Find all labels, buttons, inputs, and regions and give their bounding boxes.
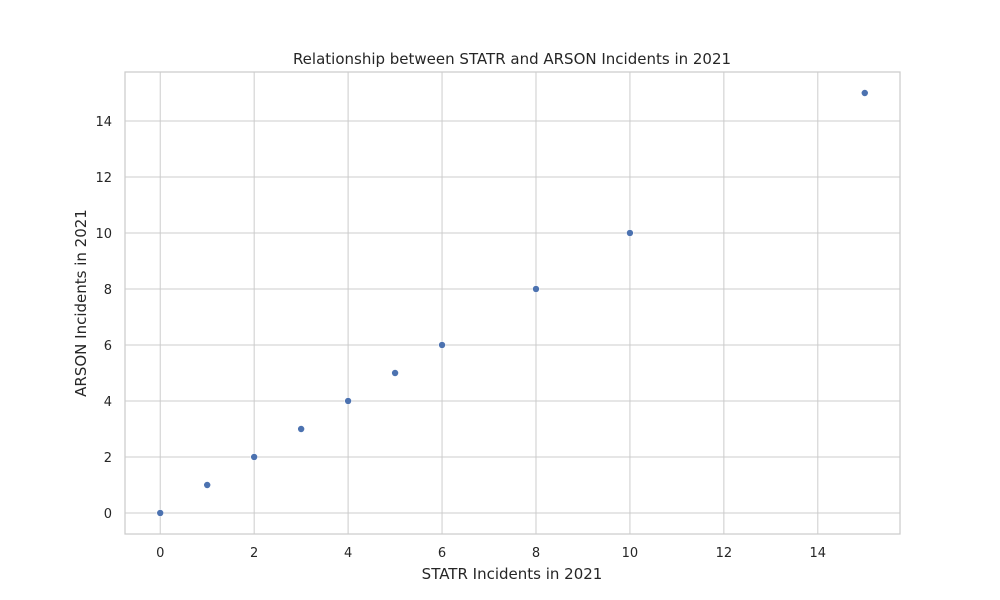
data-point <box>297 425 305 433</box>
x-tick-label: 8 <box>532 546 540 561</box>
data-points <box>156 89 869 517</box>
y-tick-label: 10 <box>95 227 112 242</box>
y-tick-label: 8 <box>104 283 112 298</box>
x-tick-label: 14 <box>810 546 827 561</box>
data-point <box>626 229 634 237</box>
y-tick-label: 6 <box>104 339 112 354</box>
data-point <box>250 453 258 461</box>
y-tick-label: 14 <box>95 115 112 130</box>
x-tick-label: 0 <box>156 546 164 561</box>
x-axis-label: STATR Incidents in 2021 <box>422 565 603 583</box>
y-axis-ticks: 0 2 4 6 8 10 12 14 <box>95 115 112 522</box>
data-point <box>438 341 446 349</box>
y-tick-label: 12 <box>95 171 112 186</box>
plot-frame <box>124 71 901 535</box>
x-tick-label: 12 <box>716 546 733 561</box>
data-point <box>344 397 352 405</box>
data-point <box>391 369 399 377</box>
y-tick-label: 4 <box>104 395 112 410</box>
x-tick-label: 2 <box>250 546 258 561</box>
y-axis-label: ARSON Incidents in 2021 <box>72 209 90 397</box>
x-tick-label: 4 <box>344 546 352 561</box>
x-tick-label: 6 <box>438 546 446 561</box>
x-axis-ticks: 0 2 4 6 8 10 12 14 <box>156 546 826 561</box>
grid <box>125 72 900 534</box>
y-tick-label: 2 <box>104 451 112 466</box>
data-point <box>860 89 869 97</box>
x-tick-label: 10 <box>622 546 639 561</box>
data-point <box>156 509 165 517</box>
data-point <box>203 481 211 489</box>
chart-title: Relationship between STATR and ARSON Inc… <box>293 50 731 68</box>
data-point <box>532 285 540 293</box>
y-tick-label: 0 <box>104 507 112 522</box>
